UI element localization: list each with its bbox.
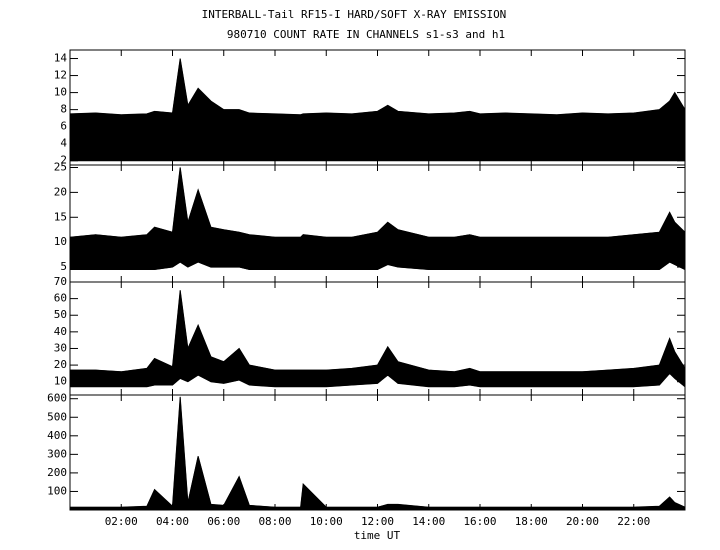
- y-tick-label: 5: [60, 260, 67, 273]
- y-tick-label: 500: [47, 410, 67, 423]
- panel-frame: [69, 394, 686, 511]
- x-tick-label: 18:00: [515, 515, 548, 528]
- y-tick-label: 2: [60, 154, 67, 167]
- y-tick-label: 14: [54, 52, 68, 65]
- y-tick-label: 100: [47, 484, 67, 497]
- x-tick-label: 06:00: [207, 515, 240, 528]
- chart-subtitle: 980710 COUNT RATE IN CHANNELS s1-s3 and …: [227, 28, 505, 41]
- y-tick-label: 8: [60, 103, 67, 116]
- y-tick-label: 600: [47, 392, 67, 405]
- band: [69, 58, 686, 162]
- y-tick-label: 60: [54, 292, 67, 305]
- x-tick-label: 20:00: [566, 515, 599, 528]
- x-tick-label: 22:00: [617, 515, 650, 528]
- y-tick-label: 4: [60, 137, 67, 150]
- y-tick-label: 70: [54, 275, 67, 288]
- y-tick-label: 12: [54, 69, 67, 82]
- series-line: [69, 58, 686, 116]
- band: [69, 396, 686, 511]
- y-tick-label: 30: [54, 341, 67, 354]
- band: [69, 290, 686, 388]
- y-tick-label: 10: [54, 375, 67, 388]
- x-axis-label: time UT: [354, 529, 401, 542]
- y-tick-label: 20: [54, 358, 67, 371]
- series-line: [70, 261, 686, 271]
- y-tick-label: 300: [47, 447, 67, 460]
- y-tick-label: 10: [54, 235, 67, 248]
- series-line: [69, 167, 686, 238]
- series-line: [70, 372, 686, 388]
- y-tick-label: 15: [54, 210, 67, 223]
- x-tick-label: 16:00: [463, 515, 496, 528]
- x-tick-label: 12:00: [361, 515, 394, 528]
- y-tick-label: 6: [60, 120, 67, 133]
- x-tick-label: 02:00: [105, 515, 138, 528]
- chart-title: INTERBALL-Tail RF15-I HARD/SOFT X-RAY EM…: [202, 8, 507, 21]
- y-tick-label: 50: [54, 308, 67, 321]
- y-tick-label: 40: [54, 325, 67, 338]
- x-tick-label: 08:00: [258, 515, 291, 528]
- y-tick-label: 10: [54, 86, 67, 99]
- x-tick-label: 14:00: [412, 515, 445, 528]
- y-tick-label: 400: [47, 429, 67, 442]
- x-tick-label: 10:00: [310, 515, 343, 528]
- y-tick-label: 20: [54, 185, 67, 198]
- y-tick-label: 25: [54, 160, 67, 173]
- series-line: [70, 290, 686, 373]
- series-line: [70, 396, 686, 508]
- y-tick-label: 200: [47, 466, 67, 479]
- band: [69, 167, 686, 271]
- x-tick-label: 04:00: [156, 515, 189, 528]
